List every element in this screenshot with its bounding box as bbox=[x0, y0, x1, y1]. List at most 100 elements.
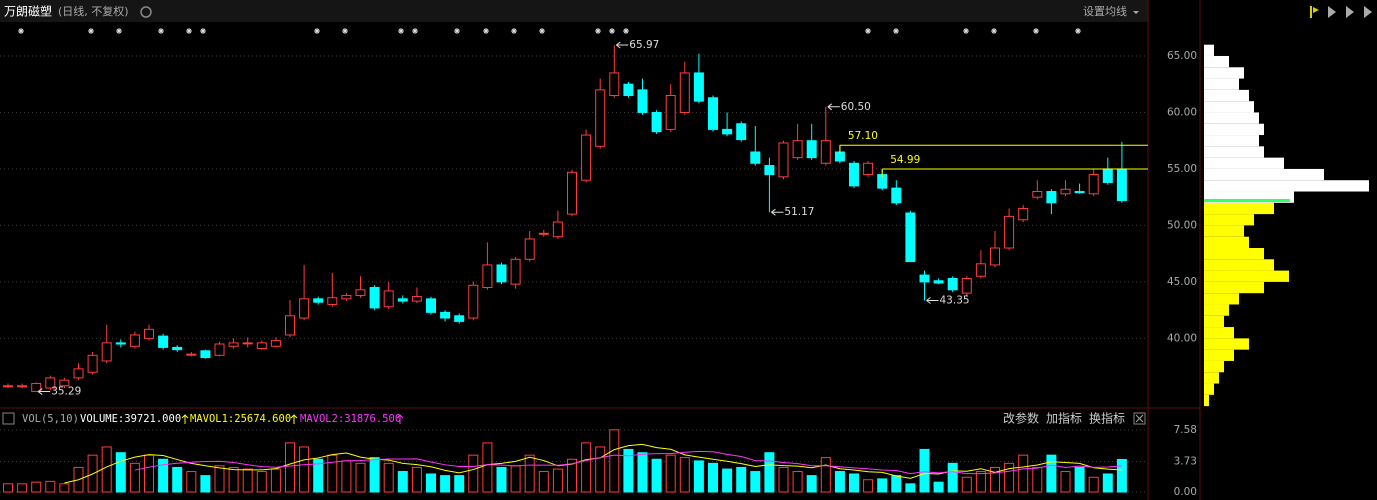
volume-bar bbox=[3, 483, 13, 493]
y-tick-label: 7.58 bbox=[1174, 424, 1197, 436]
volume-bar bbox=[383, 462, 394, 493]
y-tick-label: 45.00 bbox=[1167, 276, 1197, 288]
close-icon[interactable] bbox=[1133, 412, 1146, 425]
chip-bar bbox=[1204, 394, 1209, 407]
event-marker bbox=[893, 28, 899, 34]
y-tick-label: 65.00 bbox=[1167, 50, 1197, 62]
chip-bar bbox=[1204, 270, 1289, 282]
volume-bar bbox=[567, 458, 577, 493]
volume-bar bbox=[708, 462, 718, 493]
candle-body bbox=[87, 354, 98, 373]
event-marker bbox=[623, 28, 629, 34]
chip-bar bbox=[1204, 55, 1229, 68]
y-tick-label: 60.00 bbox=[1167, 106, 1197, 118]
volume-bar bbox=[975, 471, 986, 493]
candle-body bbox=[1102, 168, 1113, 183]
volume-bar bbox=[891, 475, 902, 493]
legend-arrow bbox=[181, 414, 189, 424]
volume-bar bbox=[17, 483, 28, 493]
event-marker bbox=[18, 28, 24, 34]
add-indicator-button[interactable]: 加指标 bbox=[1046, 411, 1082, 426]
edit-params-button[interactable]: 改参数 bbox=[1003, 411, 1039, 426]
volume-value: VOLUME:39721.000 bbox=[80, 413, 181, 425]
switch-indicator-button[interactable]: 换指标 bbox=[1089, 411, 1125, 426]
annotation-label: 65.97 bbox=[629, 39, 659, 51]
candle-body bbox=[750, 151, 761, 164]
candle-body bbox=[891, 187, 902, 204]
volume-bar bbox=[538, 471, 549, 493]
event-marker bbox=[454, 28, 460, 34]
chip-bar bbox=[1204, 236, 1249, 248]
candle-body bbox=[341, 294, 352, 300]
candle-body bbox=[1046, 191, 1057, 204]
candle-body bbox=[228, 342, 239, 347]
ma-legend: MAVOL2:31876.500 bbox=[300, 413, 401, 425]
chip-bar bbox=[1204, 383, 1214, 395]
ma-line bbox=[134, 450, 1122, 475]
candle-body bbox=[637, 89, 648, 113]
volume-bar bbox=[1116, 458, 1127, 493]
annotation-label: 43.35 bbox=[940, 295, 970, 307]
candle-body bbox=[863, 162, 874, 176]
legend-arrow bbox=[396, 414, 404, 424]
candle-body bbox=[679, 72, 690, 113]
volume-bar bbox=[1004, 462, 1015, 493]
candle-body bbox=[440, 311, 451, 319]
volume-bar bbox=[1088, 476, 1099, 493]
event-marker bbox=[539, 28, 545, 34]
dropdown-icon[interactable] bbox=[1133, 11, 1139, 14]
volume-bar bbox=[595, 446, 606, 493]
annotation-arrow bbox=[771, 208, 784, 216]
candle-body bbox=[129, 334, 140, 347]
settings-icon[interactable] bbox=[140, 6, 152, 18]
candle-body bbox=[665, 95, 676, 130]
candle-body bbox=[1032, 191, 1043, 198]
volume-bar bbox=[200, 475, 211, 493]
candle-body bbox=[736, 123, 747, 141]
close-icon[interactable] bbox=[1135, 414, 1144, 423]
candle-body bbox=[975, 263, 986, 277]
chip-bar bbox=[1204, 360, 1224, 373]
volume-bar bbox=[1032, 466, 1043, 493]
chip-bar bbox=[1204, 281, 1264, 294]
candle-body bbox=[933, 280, 944, 284]
candle-body bbox=[806, 140, 817, 159]
event-marker bbox=[398, 28, 404, 34]
candle-body bbox=[1018, 207, 1029, 221]
volume-bar bbox=[369, 457, 380, 493]
candle-body bbox=[538, 232, 549, 235]
volume-bar bbox=[961, 476, 972, 493]
event-marker bbox=[200, 28, 206, 34]
level-label: 57.10 bbox=[848, 130, 878, 142]
candle-body bbox=[1004, 215, 1015, 249]
chip-bar bbox=[1204, 101, 1254, 113]
chip-bar bbox=[1204, 89, 1249, 102]
candle-body bbox=[59, 379, 70, 387]
candle-body bbox=[115, 342, 126, 345]
chip-bar bbox=[1204, 123, 1264, 136]
candle-body bbox=[17, 385, 28, 388]
period-label: (日线, 不复权) bbox=[58, 4, 129, 18]
toolbar-icons[interactable] bbox=[1310, 6, 1372, 18]
event-marker bbox=[88, 28, 94, 34]
candle-body bbox=[834, 151, 845, 162]
candle-body bbox=[524, 238, 535, 260]
candle-body bbox=[186, 353, 197, 356]
annotation-label: 60.50 bbox=[841, 101, 871, 113]
candle-body bbox=[693, 72, 704, 102]
candle-body bbox=[426, 298, 436, 313]
event-marker bbox=[963, 28, 969, 34]
help-icon[interactable] bbox=[2, 412, 15, 425]
volume-bar bbox=[990, 466, 1000, 493]
volume-bar bbox=[933, 481, 944, 493]
candle-body bbox=[1060, 188, 1071, 195]
y-tick-label: 0.00 bbox=[1174, 486, 1197, 498]
volume-bar bbox=[228, 466, 239, 493]
volume-bar bbox=[947, 462, 958, 493]
ma-settings-button[interactable]: 设置均线 bbox=[1083, 4, 1127, 18]
y-tick-label: 50.00 bbox=[1167, 219, 1197, 231]
event-marker bbox=[158, 28, 164, 34]
candle-body bbox=[3, 385, 13, 388]
candle-body bbox=[651, 111, 662, 133]
